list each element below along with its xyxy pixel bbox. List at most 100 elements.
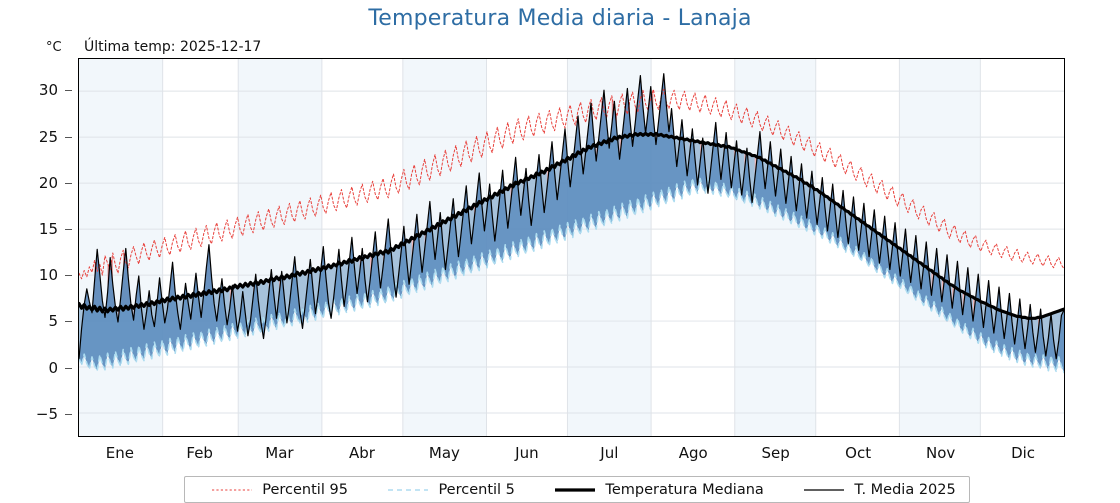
anomaly-fill-cold	[175, 283, 186, 330]
anomaly-fill-cold	[453, 198, 464, 257]
month-band	[734, 59, 816, 436]
y-axis-tick-label: 0	[48, 358, 58, 377]
x-axis-tick-label-feb: Feb	[186, 444, 213, 462]
anomaly-fill-cold	[502, 170, 514, 229]
y-axis-tick-mark	[65, 367, 72, 369]
y-axis-tick-label: −5	[35, 404, 58, 423]
anomaly-fill-cold	[715, 122, 727, 180]
month-band	[238, 59, 322, 436]
anomaly-fill-cold	[848, 196, 880, 273]
legend-key-swatch	[555, 487, 596, 492]
legend-item[interactable]: Percentil 95	[198, 477, 348, 502]
anomaly-fill-cold	[1019, 298, 1031, 349]
anomaly-fill-cold	[375, 231, 386, 288]
y-axis-unit-label: °C	[46, 40, 62, 55]
anomaly-fill-cold	[915, 235, 924, 289]
y-axis-tick-label: 10	[38, 266, 58, 285]
y-axis-tick-mark	[65, 90, 72, 92]
anomaly-fill-cold	[1009, 293, 1020, 345]
x-axis-tick-label-jul: Jul	[600, 444, 619, 462]
x-axis-tick-label-mar: Mar	[265, 444, 294, 462]
anomaly-fill-cold	[79, 303, 85, 359]
anomaly-fill-cold	[681, 119, 693, 176]
series-line-percentil-5	[79, 177, 1064, 374]
anomaly-fill-cold	[515, 157, 527, 216]
legend-item[interactable]: Percentil 5	[374, 477, 515, 502]
y-axis-tick-mark	[65, 275, 72, 277]
last-temperature-subtitle: Última temp: 2025-12-17	[84, 39, 262, 55]
legend-item[interactable]: Temperatura Mediana	[541, 477, 764, 502]
y-axis-tick-mark	[65, 229, 72, 230]
anomaly-fill-cold	[489, 170, 503, 242]
anomaly-fill-cold	[338, 237, 352, 307]
x-axis-tick-label-oct: Oct	[845, 444, 872, 462]
legend-item[interactable]: T. Media 2025	[790, 477, 956, 502]
y-axis-tick-mark	[65, 413, 72, 415]
anomaly-fill-cold	[263, 269, 287, 339]
anomaly-fill-cold	[552, 141, 563, 200]
y-axis-tick-label: 15	[38, 220, 58, 238]
x-axis-tick-label-dic: Dic	[1011, 444, 1036, 462]
anomaly-fill-cold	[1040, 309, 1052, 357]
anomaly-fill-cold	[416, 214, 428, 273]
x-axis: Ene Feb Mar Abr May Jun Jul Ago Sep Oct Nov Dic	[78, 444, 1065, 470]
anomaly-fill-cold	[822, 177, 833, 231]
anomaly-fill-cold	[466, 185, 477, 244]
legend-label: Percentil 95	[262, 481, 348, 498]
y-axis-tick-mark	[65, 321, 72, 323]
anomaly-fill-cold	[351, 237, 363, 294]
legend-key-swatch	[804, 488, 845, 491]
y-axis: −5 0 5 10 15 20 25 30	[0, 58, 72, 437]
anomaly-fill-cold	[759, 131, 771, 189]
anomaly-fill-cold	[388, 218, 404, 298]
y-axis-tick-label: 25	[38, 127, 58, 146]
y-axis-tick-mark	[65, 182, 72, 184]
y-axis-tick-label: 30	[38, 81, 58, 100]
page-title: Temperatura Media diaria - Lanaja	[368, 6, 752, 31]
anomaly-fill-cold	[526, 154, 540, 226]
anomaly-fill-cold	[286, 256, 303, 329]
series-line-percentil-95	[79, 88, 1064, 280]
month-band	[79, 59, 163, 436]
anomaly-fill-cold	[780, 149, 792, 204]
anomaly-fill-cold	[843, 190, 854, 244]
x-axis-tick-label-sep: Sep	[761, 444, 790, 462]
y-axis-tick-mark	[65, 136, 72, 138]
anomaly-fill-cold	[879, 216, 1064, 373]
anomaly-fill-cold	[702, 122, 716, 194]
anomaly-fill-cold	[811, 171, 823, 225]
anomaly-fill-cold	[396, 73, 708, 299]
anomaly-fill-cold	[863, 203, 875, 257]
temperature-plot	[79, 59, 1064, 436]
x-axis-tick-label-nov: Nov	[925, 444, 956, 462]
anomaly-fill-cold	[281, 256, 295, 323]
anomaly-fill-cold	[440, 198, 454, 270]
legend-label: T. Media 2025	[854, 481, 956, 498]
anomaly-fill-cold	[310, 259, 321, 314]
y-axis-tick-label: 20	[38, 173, 58, 192]
chart-legend: Percentil 95 Percentil 5 Temperatura Media…	[184, 476, 970, 503]
anomaly-fill-cold	[832, 184, 844, 238]
plot-area	[78, 58, 1065, 437]
anomaly-fill-cold	[247, 274, 264, 339]
anomaly-fill-cold	[791, 156, 802, 211]
anomaly-fill-cold	[232, 274, 256, 336]
month-band	[899, 59, 981, 436]
anomaly-fill-cold	[817, 177, 849, 253]
anomaly-fill-cold	[801, 163, 812, 219]
legend-label: Percentil 5	[438, 481, 515, 498]
anomaly-fill-cold	[874, 209, 885, 264]
anomaly-fill-cold	[853, 196, 864, 251]
series-line-t-media-2025	[79, 73, 1064, 360]
x-axis-tick-label-abr: Abr	[348, 444, 375, 462]
series-line-temperatura-mediana	[79, 131, 1064, 320]
x-axis-tick-label-jun: Jun	[515, 444, 539, 462]
x-axis-tick-label-ene: Ene	[105, 444, 135, 462]
x-axis-tick-label-ago: Ago	[678, 444, 708, 462]
anomaly-fill-cold	[429, 201, 441, 260]
anomaly-fill-cold	[323, 246, 339, 319]
legend-key-swatch	[212, 489, 253, 490]
legend-key-swatch	[388, 488, 429, 491]
anomaly-fill-warm	[107, 253, 113, 293]
